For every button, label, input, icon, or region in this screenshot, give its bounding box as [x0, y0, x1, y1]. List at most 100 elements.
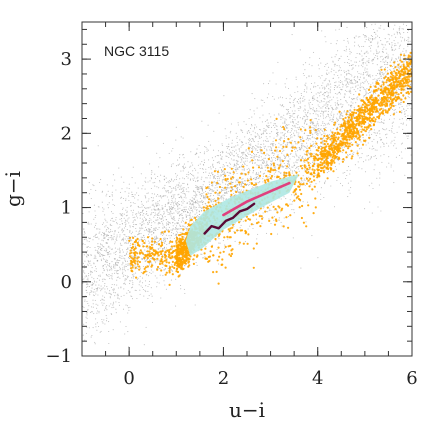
grey-point	[163, 213, 165, 215]
grey-point	[366, 60, 368, 62]
grey-point	[283, 114, 285, 116]
grey-point	[150, 197, 152, 199]
grey-point	[363, 73, 365, 75]
grey-point	[101, 239, 103, 241]
grey-point	[144, 259, 146, 261]
grey-point	[163, 225, 165, 228]
grey-point	[256, 149, 258, 151]
grey-point	[96, 289, 98, 291]
grey-point	[216, 199, 218, 201]
grey-point	[262, 114, 264, 116]
grey-point	[224, 173, 226, 175]
grey-point	[98, 312, 100, 314]
grey-point	[381, 17, 382, 18]
grey-point	[408, 2, 409, 3]
grey-point	[344, 94, 346, 96]
grey-point	[359, 60, 361, 62]
grey-point	[335, 71, 337, 73]
grey-point	[285, 198, 287, 200]
grey-point	[121, 228, 123, 230]
grey-point	[105, 306, 107, 308]
grey-point	[152, 244, 154, 246]
grey-point	[287, 216, 290, 218]
grey-point	[378, 85, 380, 87]
grey-point	[291, 201, 294, 203]
grey-point	[109, 292, 111, 294]
grey-point	[99, 246, 101, 248]
grey-point	[350, 80, 352, 82]
grey-point	[320, 128, 322, 130]
grey-point	[111, 273, 113, 275]
grey-point	[289, 131, 291, 133]
grey-point	[354, 98, 356, 100]
grey-point	[117, 287, 120, 289]
grey-point	[191, 203, 193, 205]
grey-point	[132, 214, 134, 216]
grey-point	[242, 178, 244, 180]
grey-point	[105, 225, 107, 227]
grey-point	[111, 224, 113, 227]
grey-point	[257, 151, 259, 154]
grey-point	[331, 111, 333, 113]
grey-point	[296, 127, 298, 129]
grey-point	[282, 122, 284, 124]
grey-point	[401, 110, 403, 112]
grey-point	[287, 110, 290, 112]
grey-point	[291, 166, 293, 168]
grey-point	[267, 125, 269, 127]
grey-point	[384, 38, 386, 40]
grey-point	[340, 113, 342, 115]
grey-point	[348, 91, 350, 93]
grey-point	[314, 98, 316, 100]
grey-point	[282, 134, 284, 136]
grey-point	[100, 299, 102, 301]
grey-point	[272, 152, 274, 154]
grey-point	[124, 222, 126, 224]
grey-point	[386, 52, 388, 54]
grey-point	[104, 236, 106, 238]
grey-point	[318, 110, 320, 112]
grey-point	[110, 267, 112, 269]
grey-point	[150, 213, 152, 215]
grey-point	[272, 95, 274, 98]
grey-point	[138, 231, 140, 233]
grey-point	[327, 83, 329, 85]
grey-point	[361, 86, 363, 88]
grey-point	[195, 185, 197, 187]
grey-point	[371, 60, 373, 62]
grey-point	[111, 217, 113, 220]
grey-point	[293, 99, 295, 101]
grey-point	[179, 203, 181, 205]
grey-point	[201, 189, 203, 191]
grey-point	[163, 238, 165, 240]
grey-point	[194, 191, 196, 193]
grey-point	[366, 68, 368, 70]
grey-point	[269, 136, 271, 138]
grey-point	[346, 174, 348, 177]
grey-point	[339, 93, 342, 95]
grey-point	[309, 108, 311, 110]
grey-point	[377, 73, 379, 75]
grey-point	[236, 188, 238, 190]
grey-point	[223, 95, 225, 97]
grey-point	[270, 162, 272, 165]
grey-point	[292, 118, 294, 121]
grey-point	[293, 195, 295, 197]
grey-point	[97, 228, 99, 230]
grey-point	[286, 113, 288, 115]
grey-point	[132, 282, 134, 284]
grey-point	[263, 160, 265, 163]
grey-point	[379, 97, 381, 99]
grey-point	[200, 201, 202, 203]
grey-point	[351, 79, 353, 81]
grey-point	[86, 256, 88, 258]
grey-point	[374, 57, 376, 59]
grey-point	[184, 195, 187, 197]
grey-point	[285, 167, 287, 169]
grey-point	[378, 37, 381, 39]
grey-point	[215, 202, 217, 204]
grey-point	[184, 193, 186, 195]
grey-point	[293, 125, 295, 127]
grey-point	[353, 106, 355, 108]
grey-point	[175, 305, 177, 307]
